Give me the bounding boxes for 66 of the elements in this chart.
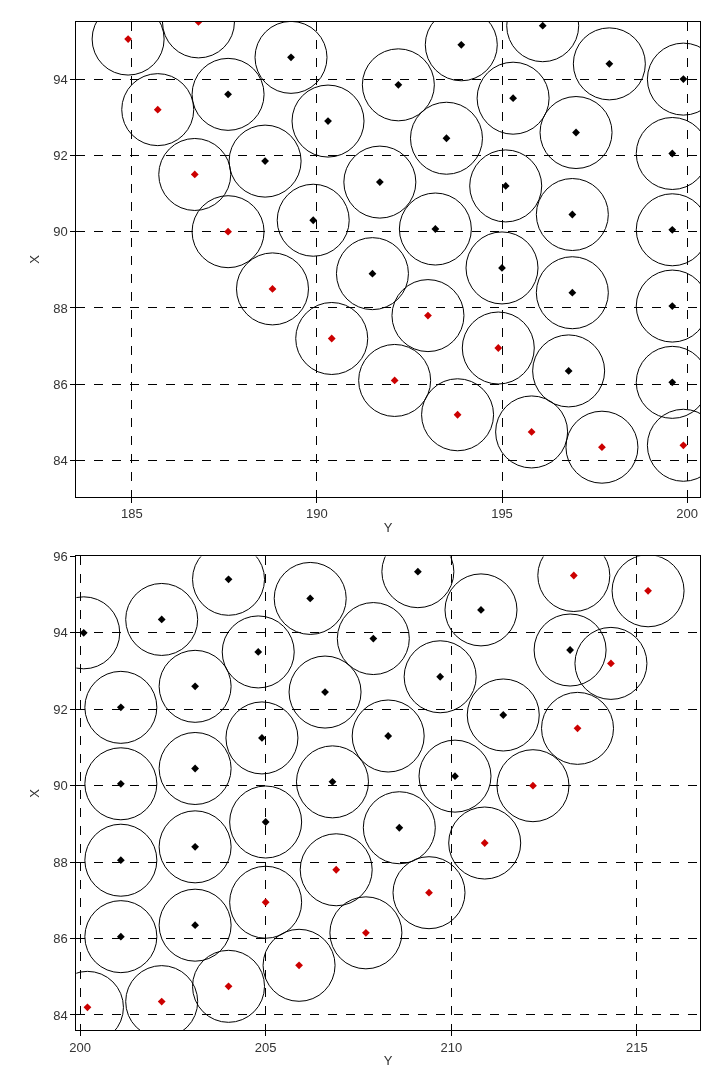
point — [533, 613, 607, 687]
y-tick-label: 88 — [53, 854, 68, 870]
point — [444, 573, 518, 647]
x-axis-title: Y — [383, 519, 393, 535]
point — [84, 747, 158, 821]
point — [225, 701, 299, 775]
x-tick-label: 205 — [254, 1039, 277, 1055]
y-axis-title: X — [27, 254, 43, 264]
point — [291, 84, 365, 158]
point — [351, 699, 425, 773]
point — [398, 192, 472, 266]
point — [361, 48, 435, 122]
point — [158, 731, 232, 805]
y-tick-label: 90 — [53, 224, 68, 240]
point — [336, 602, 410, 676]
point — [418, 739, 492, 813]
point — [296, 745, 369, 819]
point — [572, 27, 646, 101]
point — [84, 900, 158, 974]
point — [228, 124, 302, 198]
point — [254, 21, 328, 94]
y-axis-title: X — [27, 788, 43, 798]
y-tick-label: 88 — [53, 300, 68, 316]
point — [191, 57, 265, 131]
point — [229, 785, 303, 859]
y-tick-label: 86 — [53, 931, 68, 947]
x-tick-label: 185 — [120, 506, 143, 522]
point — [469, 149, 543, 223]
point — [221, 615, 295, 689]
point — [335, 237, 409, 311]
x-tick-label: 210 — [440, 1039, 463, 1055]
y-tick-label: 96 — [53, 548, 68, 564]
point — [158, 888, 232, 962]
x-tick-label: 195 — [491, 506, 513, 522]
point — [403, 640, 477, 714]
point — [410, 101, 483, 175]
y-tick-label: 84 — [53, 453, 68, 469]
point — [465, 231, 539, 305]
point — [273, 561, 347, 635]
point — [158, 649, 232, 723]
x-tick-label: 190 — [306, 506, 328, 522]
point — [84, 823, 158, 897]
x-axis-title: Y — [383, 1053, 393, 1069]
point — [84, 670, 158, 744]
x-tick-label: 200 — [676, 506, 698, 522]
y-tick-label: 84 — [53, 1007, 68, 1023]
point — [362, 791, 436, 865]
point — [539, 96, 613, 169]
point — [288, 655, 362, 729]
point — [343, 145, 417, 219]
point — [466, 678, 540, 752]
y-tick-label: 92 — [53, 147, 68, 163]
point — [476, 61, 550, 135]
x-tick-label: 200 — [69, 1039, 91, 1055]
y-tick-label: 94 — [53, 625, 68, 641]
point — [125, 582, 199, 656]
point — [158, 810, 232, 884]
y-tick-label: 92 — [53, 701, 68, 717]
point — [535, 178, 609, 251]
y-tick-label: 94 — [53, 71, 68, 87]
point — [535, 256, 609, 330]
x-tick-label: 215 — [626, 1039, 648, 1055]
point — [276, 183, 350, 257]
y-tick-label: 90 — [53, 778, 68, 794]
point — [532, 334, 606, 408]
y-tick-label: 86 — [53, 376, 68, 392]
